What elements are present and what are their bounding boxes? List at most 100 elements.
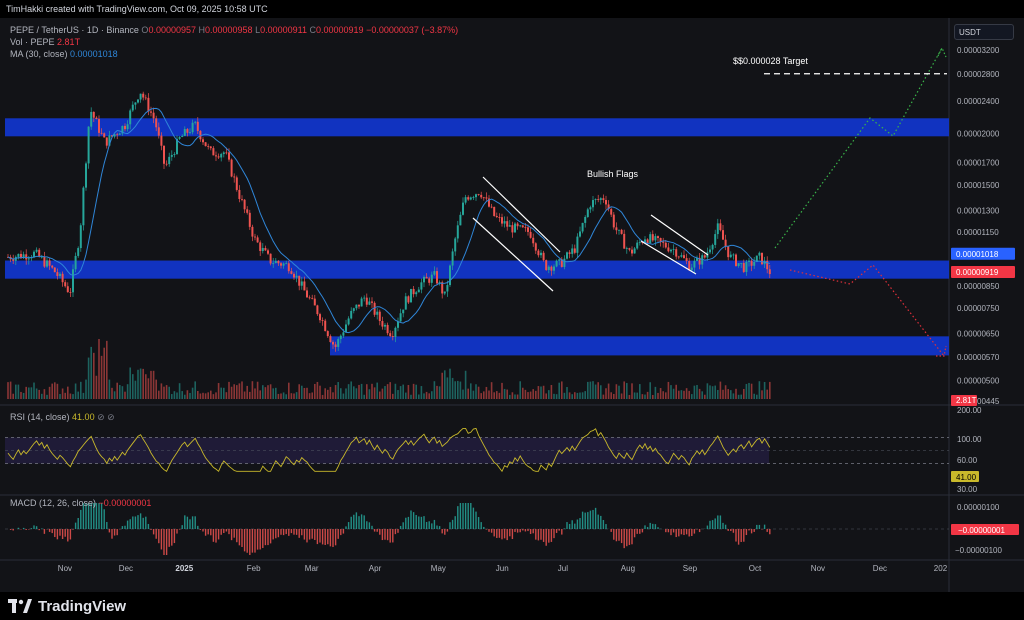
candle-body — [25, 254, 28, 260]
macd-histogram-bar — [256, 529, 259, 550]
macd-histogram-bar — [592, 509, 594, 529]
macd-histogram-bar — [293, 529, 295, 535]
volume-bar — [217, 383, 220, 399]
volume-bar — [418, 394, 420, 399]
volume-bar — [561, 381, 563, 399]
macd-histogram-bar — [124, 525, 126, 529]
macd-histogram-bar — [207, 529, 209, 535]
volume-bar — [236, 385, 238, 399]
volume-bar — [506, 389, 508, 399]
macd-histogram-bar — [9, 529, 12, 530]
chart-area[interactable]: $$0.000028 Target Bullish Flags 0.00003200… — [0, 18, 1024, 592]
candle-body — [360, 298, 363, 307]
macd-histogram-bar — [425, 521, 428, 529]
volume-bar — [493, 392, 495, 399]
macd-histogram-bar — [272, 529, 274, 540]
volume-bar — [306, 387, 308, 399]
volume-bar — [654, 386, 657, 399]
macd-histogram-bar — [553, 529, 555, 539]
macd-histogram-bar — [555, 529, 558, 533]
ma-label[interactable]: MA (30, close) — [10, 49, 68, 59]
macd-histogram-bar — [568, 523, 571, 529]
macd-histogram-bar — [319, 529, 321, 543]
volume-bar — [477, 386, 480, 399]
volume-bar — [704, 394, 706, 399]
candle-body — [113, 134, 116, 137]
volume-bar — [288, 382, 290, 399]
macd-histogram-bar — [22, 527, 25, 529]
last-price-label: 0.00000919 — [956, 268, 999, 277]
macd-histogram-bar — [160, 529, 163, 550]
rsi-settings-icon[interactable]: ⊘ ⊘ — [97, 412, 115, 422]
macd-histogram-bar — [652, 523, 654, 529]
volume-bar — [592, 381, 594, 399]
macd-histogram-bar — [181, 525, 183, 529]
volume-bar — [22, 392, 25, 399]
volume-bar — [527, 392, 529, 399]
volume-bar — [342, 393, 345, 399]
candle-body — [623, 233, 626, 249]
volume-bar — [444, 370, 446, 399]
volume-bar — [441, 372, 443, 399]
volume-bar — [594, 384, 597, 399]
macd-histogram-bar — [667, 529, 670, 533]
candle-body — [272, 263, 275, 264]
macd-histogram-bar — [587, 512, 589, 529]
macd-histogram-bar — [228, 529, 230, 535]
macd-histogram-bar — [550, 529, 553, 542]
macd-histogram-bar — [366, 521, 368, 529]
volume-bar — [649, 382, 651, 399]
candle-body — [116, 134, 119, 136]
candle-body — [129, 110, 132, 125]
macd-label[interactable]: MACD (12, 26, close) — [10, 498, 97, 508]
macd-histogram-bar — [290, 529, 293, 534]
rsi-value-label: 41.00 — [956, 473, 977, 482]
rsi-label[interactable]: RSI (14, close) — [10, 412, 70, 422]
macd-histogram-bar — [438, 526, 441, 529]
volume-label[interactable]: Vol · PEPE — [10, 37, 55, 47]
volume-bar — [181, 391, 183, 399]
candle-body — [64, 282, 67, 287]
macd-histogram-bar — [540, 529, 542, 540]
candle-body — [212, 148, 215, 156]
macd-histogram-bar — [714, 518, 716, 529]
price-chart-svg[interactable]: $$0.000028 Target Bullish Flags 0.00003200… — [0, 18, 1024, 592]
macd-histogram-bar — [633, 529, 636, 538]
macd-histogram-bar — [470, 503, 472, 529]
candle-body — [155, 118, 158, 128]
volume-bar — [719, 381, 722, 399]
macd-histogram-bar — [636, 529, 638, 534]
volume-bar — [670, 385, 672, 399]
macd-histogram-bar — [670, 529, 672, 536]
price-tick-label: 0.00001700 — [957, 159, 1000, 168]
macd-legend: MACD (12, 26, close) −0.00000001 — [10, 497, 151, 509]
macd-histogram-bar — [428, 521, 430, 529]
macd-histogram-bar — [402, 522, 404, 529]
volume-bar — [93, 352, 95, 399]
footer-brand: TradingView — [38, 597, 127, 615]
attribution: TimHakki created with TradingView.com, O… — [0, 0, 1024, 18]
macd-histogram-bar — [33, 525, 35, 529]
macd-histogram-bar — [368, 522, 371, 529]
time-tick-label: Aug — [621, 564, 635, 573]
volume-bar — [750, 383, 753, 399]
macd-histogram-bar — [121, 526, 124, 529]
symbol-label[interactable]: PEPE / TetherUS · 1D · Binance — [10, 25, 139, 35]
volume-bar — [202, 392, 204, 399]
macd-histogram-bar — [241, 529, 243, 547]
macd-histogram-bar — [173, 529, 176, 544]
volume-bar — [145, 374, 147, 399]
candle-body — [345, 324, 347, 333]
tradingview-logo[interactable]: TradingView — [8, 592, 126, 620]
volume-bar — [483, 391, 485, 399]
candle-body — [430, 274, 433, 283]
volume-bar — [277, 393, 280, 399]
macd-histogram-bar — [722, 522, 724, 529]
macd-histogram-bar — [267, 529, 269, 546]
volume-bar — [498, 392, 501, 399]
candle-body — [329, 336, 332, 343]
candle-body — [251, 226, 254, 237]
candle-body — [488, 198, 490, 207]
currency-button[interactable]: USDT — [954, 24, 1014, 40]
macd-histogram-bar — [54, 529, 56, 538]
